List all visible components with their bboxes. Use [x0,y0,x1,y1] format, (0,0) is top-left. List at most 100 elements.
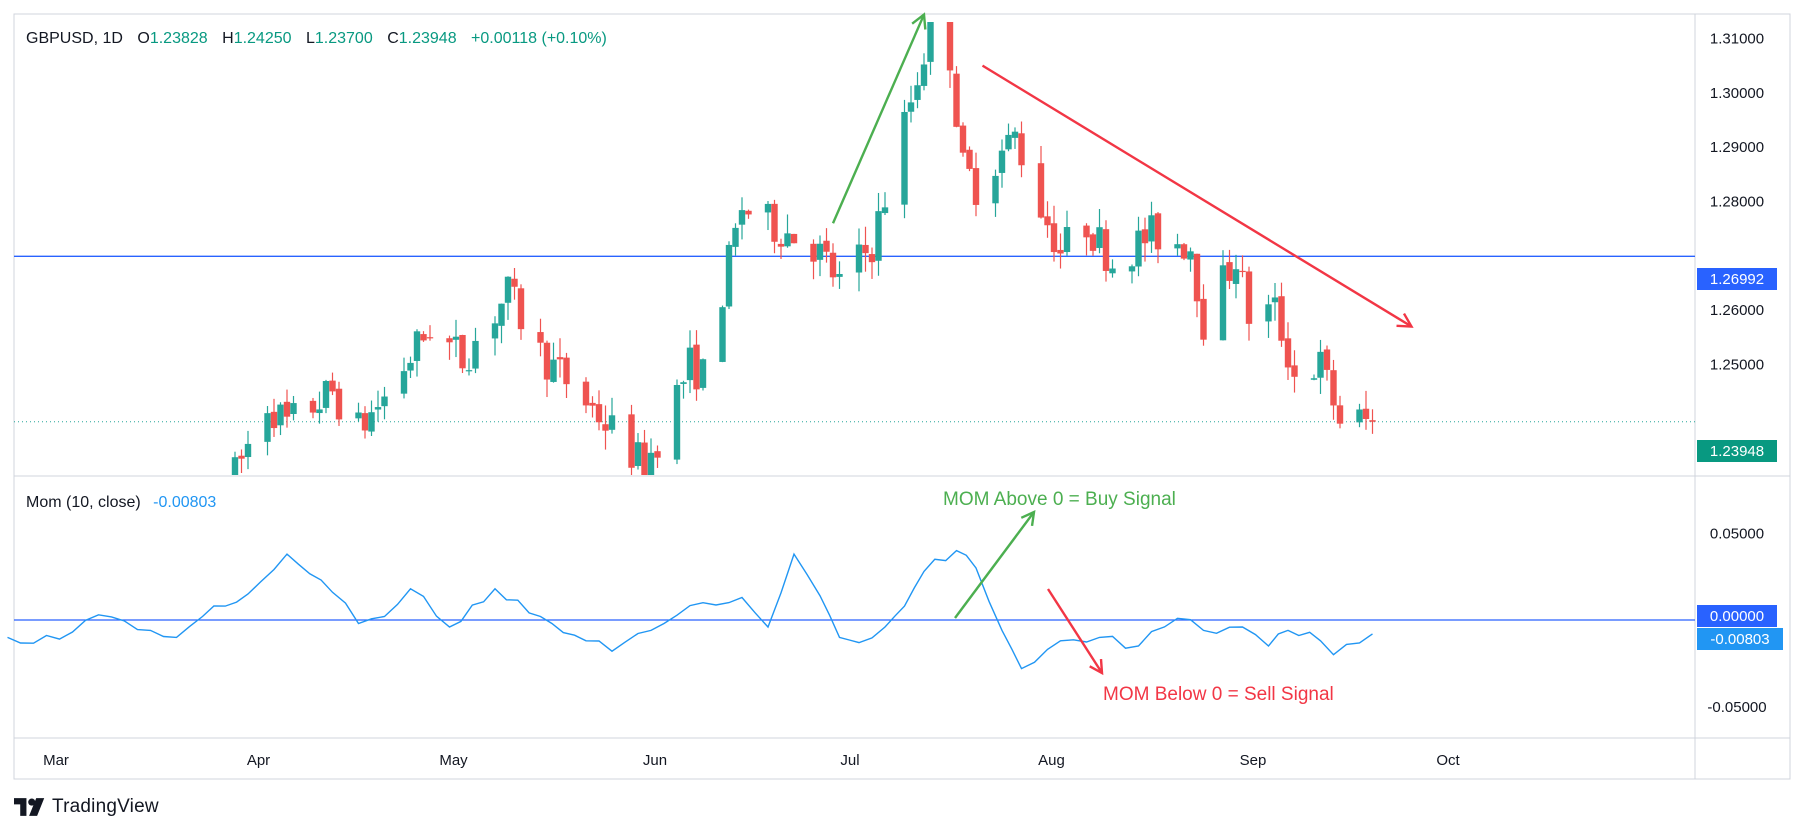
tradingview-logo[interactable]: TradingView [14,793,159,821]
candle-body[interactable] [582,381,590,406]
candle-body[interactable] [426,337,434,339]
candle-body[interactable] [290,403,297,414]
candle-body[interactable] [1096,227,1103,248]
candle-body[interactable] [1226,262,1233,281]
candle-body[interactable] [855,244,863,273]
candle-body[interactable] [355,412,362,419]
trend-line[interactable] [981,64,1413,328]
candle-body[interactable] [764,203,772,213]
candle-body[interactable] [901,111,908,205]
time-tick-label[interactable]: Jun [643,752,667,769]
symbol-legend[interactable]: GBPUSD, 1D O1.23828 H1.24250 L1.23700 C1… [26,30,607,47]
momentum-pane[interactable]: 0.05000 -0.05000 [7,509,1767,716]
candle-body[interactable] [589,402,596,406]
candle-body[interactable] [1278,296,1285,341]
time-tick-label[interactable]: Aug [1038,752,1065,769]
candle-body[interactable] [836,274,843,277]
candle-body[interactable] [725,244,733,307]
candle-body[interactable] [1174,244,1181,249]
candle-body[interactable] [1180,244,1188,259]
candle-body[interactable] [537,332,544,343]
candle-body[interactable] [875,211,882,261]
candle-body[interactable] [322,381,330,408]
price-pane[interactable]: 1.31000 1.30000 1.29000 1.28000 1.26000 1.250… [14,12,1764,475]
candle-body[interactable] [1018,133,1025,166]
candle-body[interactable] [1083,225,1090,238]
candle-body[interactable] [868,254,876,263]
price-axis[interactable]: 1.31000 1.30000 1.29000 1.28000 1.26000 1.250… [1710,30,1764,373]
time-tick-label[interactable]: Mar [43,752,69,769]
candle-body[interactable] [407,362,414,371]
candle-body[interactable] [602,424,609,431]
candle-body[interactable] [361,413,369,431]
candle-body[interactable] [1128,266,1136,272]
candle-body[interactable] [374,407,382,410]
candle-body[interactable] [946,22,954,71]
candle-body[interactable] [400,371,408,394]
candle-body[interactable] [927,22,934,62]
candle-body[interactable] [556,357,564,360]
candle-body[interactable] [452,336,460,340]
candle-body[interactable] [699,359,707,388]
candle-body[interactable] [907,102,915,112]
candle-body[interactable] [784,233,791,247]
momentum-axis[interactable]: 0.05000 -0.05000 [1707,525,1766,716]
candle-body[interactable] [992,175,999,204]
candle-body[interactable] [1369,420,1376,422]
candle-body[interactable] [238,455,245,459]
candle-body[interactable] [1011,131,1019,138]
momentum-tick-label[interactable]: -0.05000 [1707,699,1766,716]
candles[interactable] [231,22,1376,475]
candle-body[interactable] [335,388,343,420]
candle-body[interactable] [1232,269,1240,284]
candle-body[interactable] [920,64,928,86]
candle-body[interactable] [998,150,1006,173]
legend-symbol[interactable]: GBPUSD [26,30,94,47]
indicator-label[interactable]: Mom (10, close) [26,494,141,511]
candle-body[interactable] [647,452,655,475]
candle-body[interactable] [1102,229,1110,271]
candle-body[interactable] [491,323,499,339]
time-tick-label[interactable]: Oct [1436,752,1460,769]
candle-body[interactable] [498,303,505,326]
candle-body[interactable] [1336,405,1344,424]
candle-body[interactable] [595,404,603,423]
candle-body[interactable] [231,457,239,475]
candle-body[interactable] [777,243,785,247]
candle-body[interactable] [972,168,980,205]
momentum-tick-label[interactable]: 0.05000 [1710,525,1764,542]
candle-body[interactable] [628,414,635,468]
momentum-line[interactable] [7,549,1373,670]
time-tick-label[interactable]: Sep [1240,752,1267,769]
candle-body[interactable] [459,334,466,369]
candle-body[interactable] [1050,223,1058,253]
candle-body[interactable] [1284,338,1292,368]
candle-body[interactable] [719,307,726,362]
candle-body[interactable] [543,342,551,380]
trend-lines[interactable] [831,12,1414,328]
candle-body[interactable] [966,149,973,169]
candle-body[interactable] [1148,215,1155,242]
candle-body[interactable] [823,240,830,252]
price-tick-label[interactable]: 1.30000 [1710,85,1764,102]
candle-body[interactable] [1317,351,1324,378]
candle-body[interactable] [1291,365,1298,377]
candle-body[interactable] [1044,216,1051,226]
candle-body[interactable] [1089,234,1097,251]
candle-body[interactable] [914,85,921,100]
candle-body[interactable] [270,411,278,429]
candle-body[interactable] [1063,227,1071,253]
candle-body[interactable] [959,125,967,153]
trend-line[interactable] [831,14,926,224]
candle-body[interactable] [738,210,746,225]
candle-body[interactable] [550,359,557,382]
candle-body[interactable] [277,404,284,426]
candle-body[interactable] [472,340,479,369]
candle-body[interactable] [413,331,421,361]
candle-body[interactable] [953,73,960,127]
candle-body[interactable] [381,396,388,407]
candle-body[interactable] [1323,349,1331,370]
candle-body[interactable] [790,233,798,244]
candle-body[interactable] [1200,298,1207,340]
candle-body[interactable] [511,278,518,287]
